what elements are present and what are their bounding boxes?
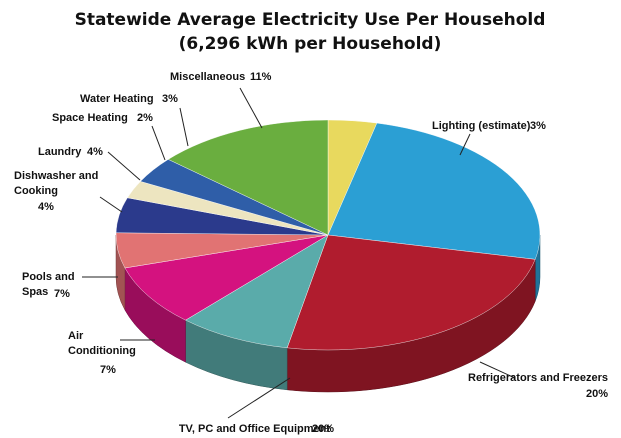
- slice-value-label: 20%: [312, 423, 334, 435]
- pie-slice: [286, 234, 536, 351]
- slice-value-label: 7%: [54, 288, 70, 300]
- leader-line: [99, 196, 123, 213]
- slice-label: Dishwasher and Cooking: [14, 170, 98, 197]
- slice-value-label: 20%: [586, 388, 608, 400]
- leader-line: [227, 377, 291, 419]
- pie-sides: [115, 234, 541, 393]
- pie-slice: [327, 122, 541, 260]
- slice-label: Air Conditioning: [68, 330, 136, 357]
- pie-tops: [115, 119, 541, 351]
- slice-label: TV, PC and Office Equipment: [179, 423, 331, 435]
- pie-slice: [185, 234, 329, 349]
- slice-label: Water Heating: [80, 93, 154, 105]
- slice-value-label: 3%: [530, 120, 546, 132]
- chart-title: Statewide Average Electricity Use Per Ho…: [75, 10, 546, 30]
- slice-value-label: 3%: [162, 93, 178, 105]
- slice-value-label: 4%: [87, 146, 103, 158]
- slice-label: Miscellaneous: [170, 71, 245, 83]
- slice-label: Refrigerators and Freezers: [468, 372, 608, 384]
- slice-label: Lighting (estimate): [432, 120, 531, 132]
- leader-line: [151, 125, 166, 161]
- slice-value-label: 2%: [137, 112, 153, 124]
- leader-line: [479, 361, 516, 379]
- chart-subtitle: (6,296 kWh per Household): [179, 34, 442, 54]
- slice-label: Pools and Spas: [22, 271, 75, 298]
- slice-value-label: 7%: [100, 364, 116, 376]
- slice-value-label: 11%: [250, 71, 272, 83]
- slice-label: Laundry: [38, 146, 82, 158]
- slice-label: Space Heating: [52, 112, 128, 124]
- leader-line: [107, 151, 141, 181]
- leader-line: [239, 87, 263, 129]
- pie-slice: [124, 234, 329, 321]
- leader-line: [179, 107, 189, 147]
- slice-value-label: 4%: [38, 201, 54, 213]
- pie-slice: [167, 119, 329, 236]
- leader-line: [459, 133, 471, 156]
